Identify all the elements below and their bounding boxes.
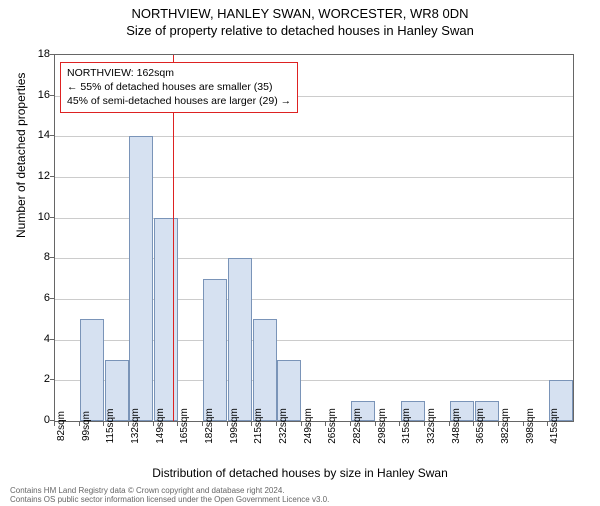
x-tick-label: 232sqm: [278, 408, 289, 444]
x-tick-label: 132sqm: [130, 408, 141, 444]
x-tick-label: 149sqm: [155, 408, 166, 444]
y-tick-label: 0: [20, 414, 50, 426]
x-tick-mark: [350, 422, 351, 426]
annotation-box: NORTHVIEW: 162sqm← 55% of detached house…: [60, 62, 298, 113]
y-tick-label: 16: [20, 89, 50, 101]
x-tick-mark: [301, 422, 302, 426]
y-tick-label: 8: [20, 251, 50, 263]
annotation-line: NORTHVIEW: 162sqm: [67, 66, 291, 80]
y-tick-mark: [50, 379, 54, 380]
y-tick-label: 6: [20, 292, 50, 304]
histogram-bar: [154, 218, 178, 421]
y-tick-mark: [50, 339, 54, 340]
x-tick-label: 99sqm: [81, 411, 92, 441]
x-tick-label: 82sqm: [56, 411, 67, 441]
x-tick-label: 398sqm: [525, 408, 536, 444]
y-tick-label: 4: [20, 333, 50, 345]
x-tick-mark: [153, 422, 154, 426]
x-tick-mark: [251, 422, 252, 426]
y-tick-mark: [50, 257, 54, 258]
y-tick-mark: [50, 217, 54, 218]
y-tick-mark: [50, 135, 54, 136]
x-axis-label: Distribution of detached houses by size …: [0, 466, 600, 480]
histogram-bar: [203, 279, 227, 421]
x-tick-mark: [325, 422, 326, 426]
x-tick-label: 365sqm: [475, 408, 486, 444]
x-tick-label: 165sqm: [179, 408, 190, 444]
chart-title-sub: Size of property relative to detached ho…: [0, 23, 600, 38]
x-tick-mark: [375, 422, 376, 426]
x-tick-label: 115sqm: [105, 409, 116, 444]
x-tick-label: 315sqm: [401, 408, 412, 444]
y-tick-mark: [50, 95, 54, 96]
x-tick-mark: [128, 422, 129, 426]
chart-title-main: NORTHVIEW, HANLEY SWAN, WORCESTER, WR8 0…: [0, 6, 600, 21]
x-tick-label: 282sqm: [352, 408, 363, 444]
x-tick-label: 348sqm: [451, 408, 462, 444]
x-tick-mark: [276, 422, 277, 426]
x-tick-label: 199sqm: [229, 408, 240, 444]
x-tick-mark: [449, 422, 450, 426]
annotation-line: ← 55% of detached houses are smaller (35…: [67, 80, 291, 94]
x-tick-mark: [547, 422, 548, 426]
histogram-bar: [80, 319, 104, 421]
x-tick-mark: [424, 422, 425, 426]
x-tick-label: 382sqm: [500, 408, 511, 444]
x-tick-mark: [498, 422, 499, 426]
annotation-line: 45% of semi-detached houses are larger (…: [67, 94, 291, 108]
y-tick-label: 2: [20, 373, 50, 385]
footer-attribution: Contains HM Land Registry data © Crown c…: [10, 486, 329, 504]
y-tick-mark: [50, 298, 54, 299]
histogram-bar: [129, 136, 153, 421]
x-tick-label: 265sqm: [327, 408, 338, 444]
footer-line1: Contains HM Land Registry data © Crown c…: [10, 486, 329, 495]
x-tick-mark: [399, 422, 400, 426]
y-tick-mark: [50, 54, 54, 55]
x-tick-mark: [79, 422, 80, 426]
histogram-bar: [228, 258, 252, 421]
x-tick-label: 415sqm: [549, 408, 560, 444]
y-tick-label: 12: [20, 170, 50, 182]
x-tick-mark: [227, 422, 228, 426]
x-tick-mark: [523, 422, 524, 426]
y-tick-label: 10: [20, 211, 50, 223]
x-tick-label: 182sqm: [204, 408, 215, 444]
y-tick-label: 14: [20, 129, 50, 141]
y-tick-mark: [50, 420, 54, 421]
x-tick-label: 249sqm: [303, 408, 314, 444]
x-tick-label: 215sqm: [253, 408, 264, 444]
histogram-bar: [253, 319, 277, 421]
x-tick-label: 298sqm: [377, 408, 388, 444]
x-tick-label: 332sqm: [426, 408, 437, 444]
x-tick-mark: [202, 422, 203, 426]
y-tick-mark: [50, 176, 54, 177]
x-tick-mark: [103, 422, 104, 426]
x-tick-mark: [54, 422, 55, 426]
x-tick-mark: [473, 422, 474, 426]
y-tick-label: 18: [20, 48, 50, 60]
x-tick-mark: [177, 422, 178, 426]
footer-line2: Contains OS public sector information li…: [10, 495, 329, 504]
